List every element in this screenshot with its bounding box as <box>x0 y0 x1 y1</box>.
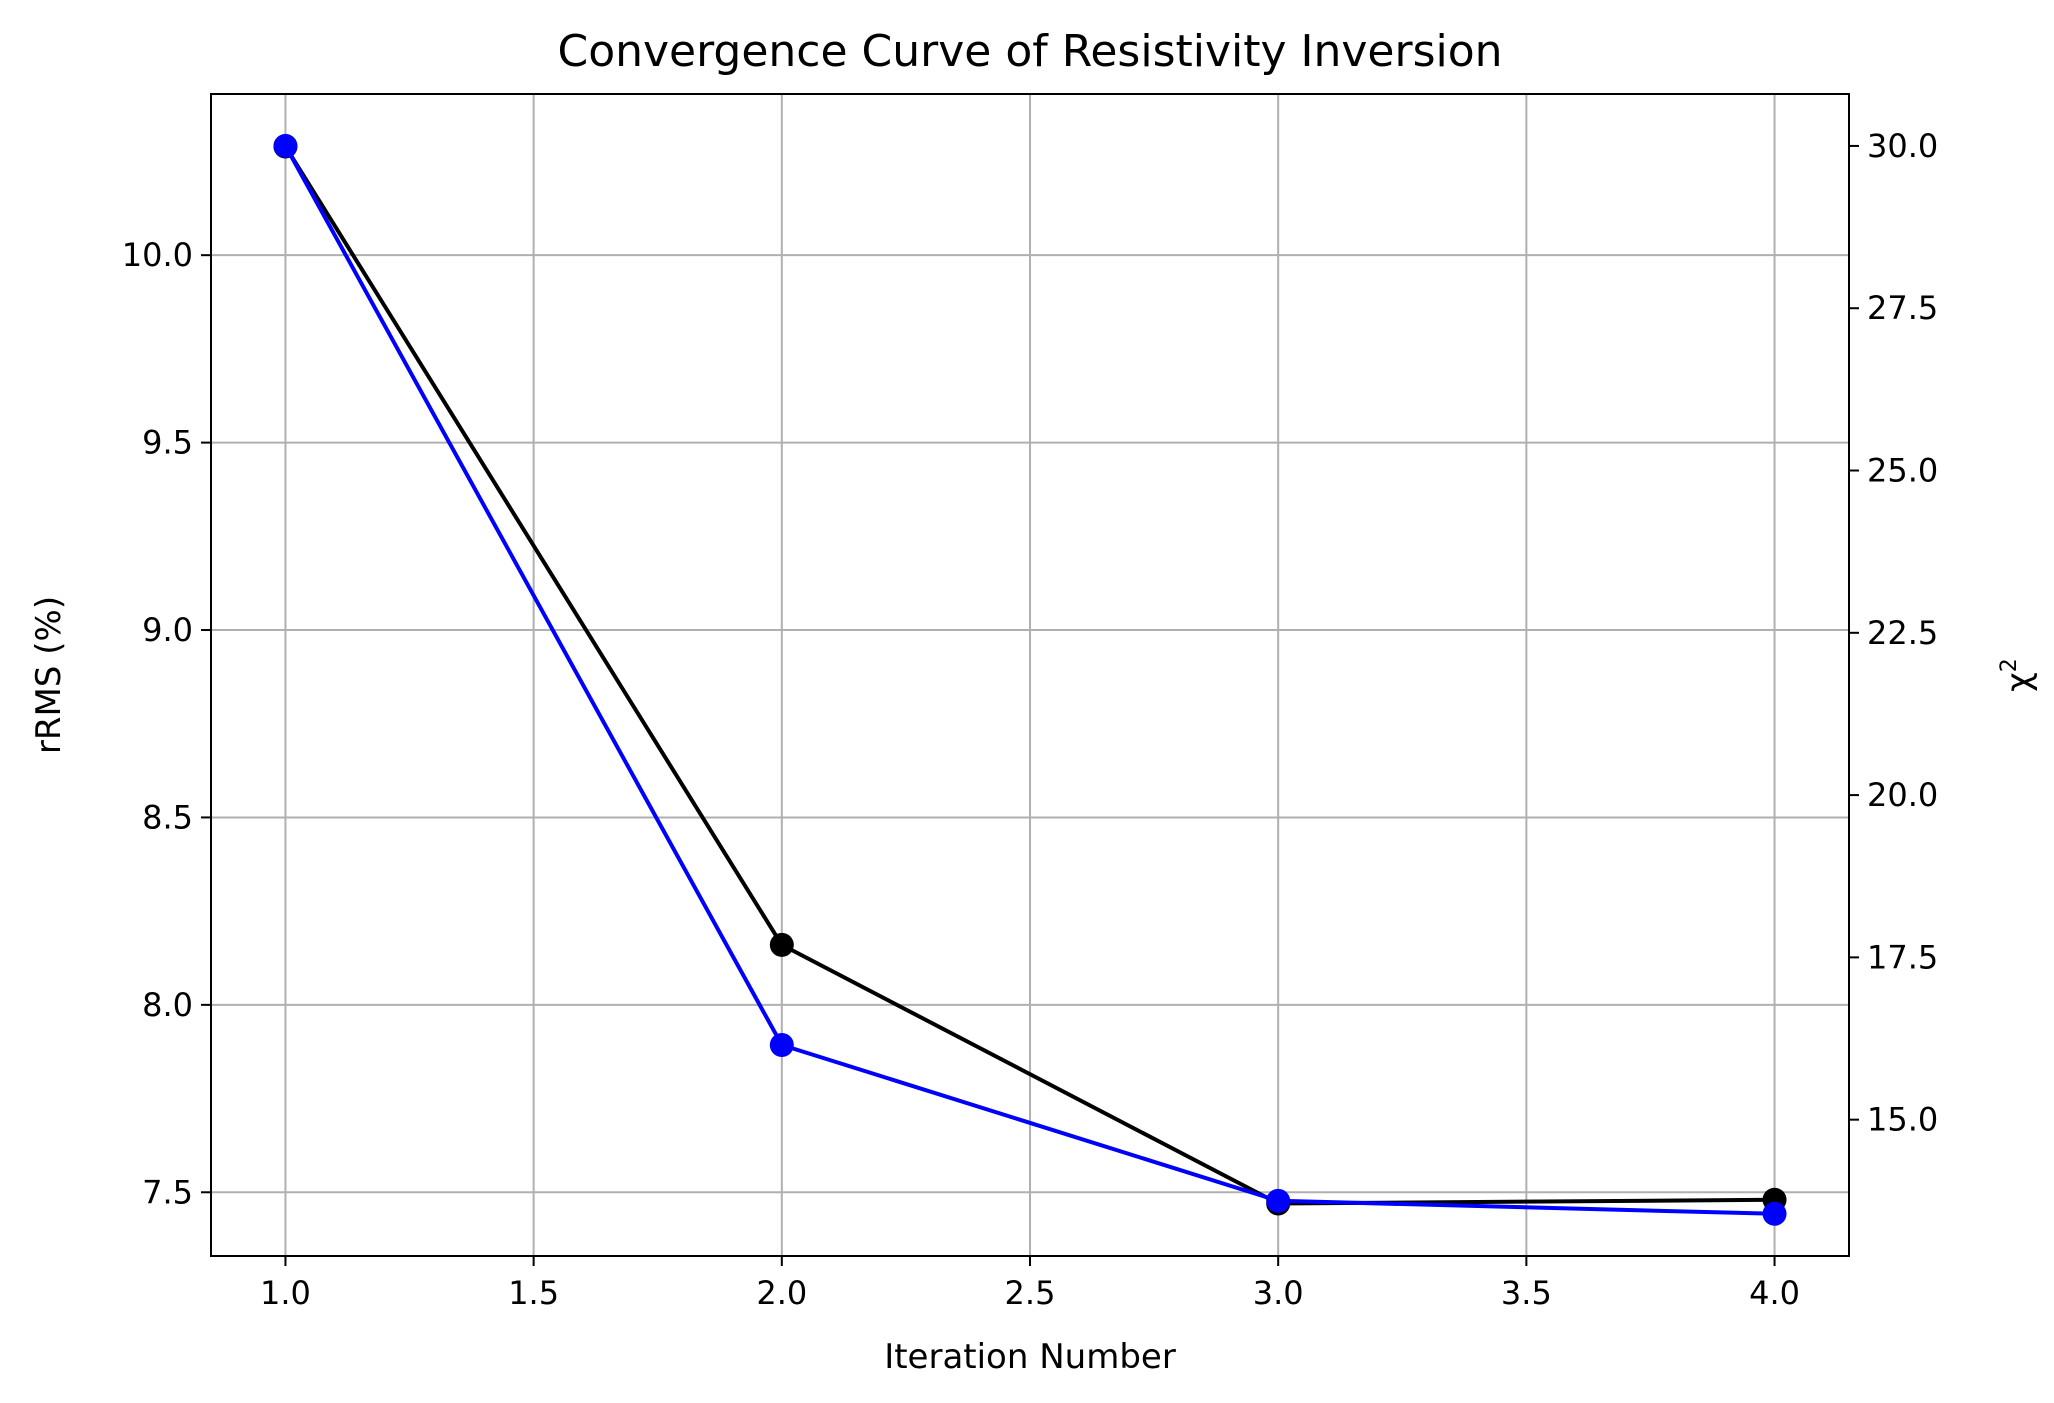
y-right-tick-label: 20.0 <box>1867 776 1938 814</box>
y-axis-right-label-sup: 2 <box>1997 658 2022 672</box>
x-tick-label: 2.5 <box>1005 1274 1056 1312</box>
x-tick-label: 4.0 <box>1749 1274 1800 1312</box>
series-2-point <box>1266 1188 1291 1213</box>
series-2 <box>273 133 1787 1226</box>
y-right-tick-label: 30.0 <box>1867 127 1938 165</box>
x-tick-label: 3.5 <box>1501 1274 1552 1312</box>
y-axis-right-label: χ2 <box>1997 658 2039 692</box>
x-tick-label: 1.0 <box>260 1274 311 1312</box>
y-axis-left-label: rRMS (%) <box>29 596 69 754</box>
series-2-point <box>769 1033 794 1058</box>
ticks: 1.0 1.5 2.0 2.5 3.0 3.5 4.0 7.5 8.0 8.5 9.0 9.5 10.0… <box>122 127 1939 1312</box>
y-left-tick-label: 10.0 <box>122 236 193 274</box>
y-left-tick-label: 7.5 <box>142 1173 193 1211</box>
series-layer <box>273 133 1787 1226</box>
y-left-tick-label: 8.0 <box>142 986 193 1024</box>
y-left-tick-label: 9.5 <box>142 424 193 462</box>
chart-title: Convergence Curve of Resistivity Inversi… <box>557 26 1502 77</box>
y-left-tick-label: 9.0 <box>142 611 193 649</box>
series-1-line <box>283 145 1775 1206</box>
y-right-tick-label: 27.5 <box>1867 289 1938 327</box>
series-2-point <box>273 133 298 158</box>
y-right-tick-label: 15.0 <box>1867 1101 1938 1139</box>
x-tick-label: 1.5 <box>508 1274 559 1312</box>
y-left-tick-label: 8.5 <box>142 798 193 836</box>
y-axis-right-label-base: χ <box>1999 672 2039 692</box>
grid <box>211 94 1849 1256</box>
x-tick-label: 2.0 <box>756 1274 807 1312</box>
series-2-line <box>283 144 1775 1216</box>
y-right-tick-label: 22.5 <box>1867 614 1938 652</box>
y-right-tick-label: 17.5 <box>1867 938 1938 976</box>
series-1-point <box>769 932 794 957</box>
x-tick-label: 3.0 <box>1253 1274 1304 1312</box>
series-2-point <box>1762 1201 1787 1226</box>
y-right-tick-label: 25.0 <box>1867 452 1938 490</box>
x-axis-label: Iteration Number <box>884 1337 1176 1377</box>
